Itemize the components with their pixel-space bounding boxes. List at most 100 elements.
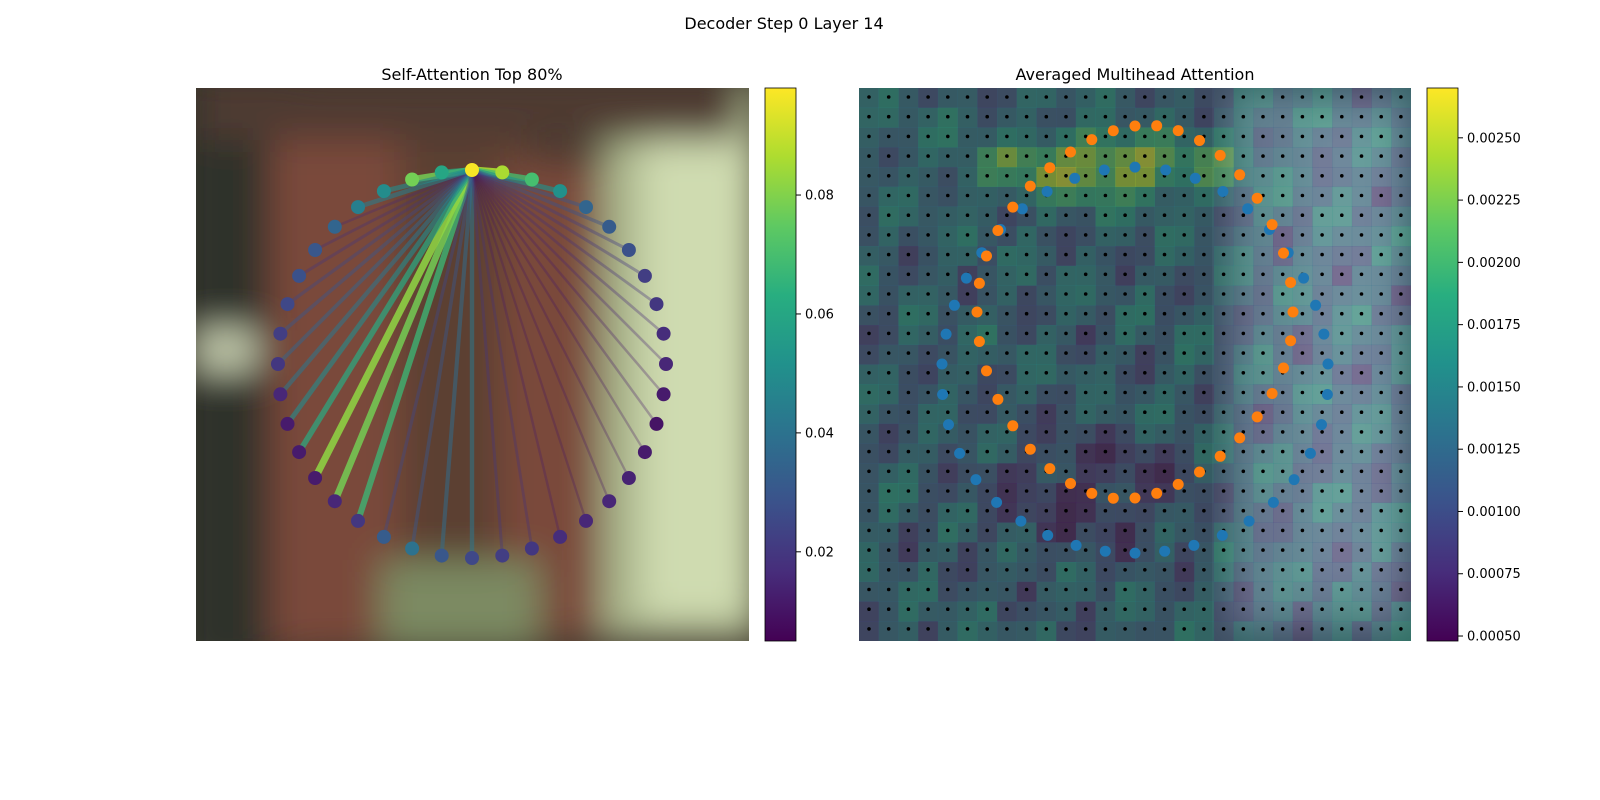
heatmap-cell (937, 463, 958, 484)
grid-dot (1182, 627, 1186, 631)
grid-dot (1320, 134, 1324, 139)
grid-dot (1005, 548, 1009, 552)
heatmap-cell (1154, 522, 1175, 543)
grid-dot (1221, 371, 1226, 375)
grid-dot (1379, 213, 1383, 217)
grid-dot (1162, 508, 1167, 513)
grid-dot (926, 449, 930, 454)
inner-contour-point (1086, 487, 1098, 499)
multihead-colorbar (1426, 87, 1459, 642)
heatmap-cell (1154, 502, 1175, 523)
contour-point (659, 357, 673, 371)
heatmap-cell (1332, 581, 1353, 602)
grid-dot (1123, 607, 1127, 611)
grid-dot (1300, 292, 1305, 296)
heatmap-cell (997, 502, 1018, 523)
inner-contour-point (1007, 420, 1019, 432)
outer-contour-point (1267, 496, 1279, 508)
heatmap-cell (1312, 463, 1333, 484)
grid-dot (1143, 174, 1147, 178)
grid-dot (1202, 449, 1206, 454)
grid-dot (946, 193, 950, 198)
grid-dot (926, 607, 930, 611)
grid-dot (1399, 410, 1403, 415)
heatmap-cell (937, 601, 958, 622)
grid-dot (1064, 351, 1068, 355)
grid-dot (1182, 508, 1186, 513)
grid-dot (1379, 292, 1383, 296)
inner-contour-point (1234, 432, 1246, 444)
grid-dot (985, 311, 989, 316)
grid-dot (1143, 449, 1147, 454)
contour-point (327, 219, 342, 234)
grid-dot (1064, 311, 1068, 316)
grid-dot (1202, 568, 1206, 572)
grid-dot (1123, 489, 1127, 493)
outer-contour-point (1129, 161, 1141, 173)
grid-dot (985, 134, 989, 139)
grid-dot (1202, 627, 1206, 631)
grid-dot (1399, 213, 1403, 217)
grid-dot (886, 430, 891, 434)
grid-dot (965, 311, 970, 316)
grid-dot (1261, 587, 1265, 592)
heatmap-cell (1312, 423, 1333, 444)
heatmap-cell (859, 423, 880, 444)
grid-dot (1024, 233, 1029, 237)
grid-dot (985, 528, 989, 533)
heatmap-cell (1174, 423, 1195, 444)
multihead-attention-title: Averaged Multihead Attention (1016, 65, 1255, 84)
grid-dot (1123, 233, 1127, 237)
grid-dot (1182, 292, 1186, 296)
grid-dot (1300, 371, 1305, 375)
grid-dot (1182, 193, 1186, 198)
grid-dot (1123, 174, 1127, 178)
outer-contour-point (954, 447, 966, 459)
grid-dot (1379, 489, 1383, 493)
grid-dot (1162, 193, 1167, 198)
grid-dot (1340, 174, 1344, 178)
grid-dot (906, 489, 911, 493)
grid-dot (1320, 489, 1324, 493)
grid-dot (1241, 528, 1246, 533)
heatmap-cell (1312, 542, 1333, 563)
grid-dot (1320, 272, 1324, 277)
heatmap-cell (957, 443, 978, 464)
contour-point (292, 268, 307, 283)
heatmap-cell (1194, 423, 1215, 444)
grid-dot (965, 174, 970, 178)
attention-line (471, 169, 667, 365)
inner-contour-point (1024, 443, 1036, 455)
grid-dot (1123, 430, 1127, 434)
heatmap-cell (1312, 562, 1333, 583)
heatmap-cell (977, 483, 998, 504)
grid-dot (965, 627, 970, 631)
grid-dot (1044, 627, 1049, 631)
contour-point (649, 297, 664, 312)
heatmap-cell (1056, 581, 1077, 602)
heatmap-cell (1036, 562, 1057, 583)
grid-dot (1241, 213, 1246, 217)
grid-dot (1182, 351, 1186, 355)
grid-dot (867, 331, 871, 336)
heatmap-cell (1056, 423, 1077, 444)
heatmap-cell (937, 502, 958, 523)
grid-dot (926, 134, 930, 139)
grid-dot (1123, 311, 1127, 316)
grid-dot (1261, 233, 1265, 237)
grid-dot (1399, 587, 1403, 592)
grid-dot (1024, 292, 1029, 296)
grid-dot (1064, 430, 1068, 434)
heatmap-cell (977, 522, 998, 543)
heatmap-cell (1056, 443, 1077, 464)
inner-contour-point (1107, 492, 1119, 504)
outer-contour-point (991, 496, 1003, 508)
grid-dot (867, 587, 871, 592)
outer-contour-point (1070, 539, 1082, 551)
grid-dot (946, 134, 950, 139)
grid-dot (1202, 154, 1206, 158)
grid-dot (886, 627, 891, 631)
grid-dot (1202, 410, 1206, 415)
grid-dot (1379, 311, 1383, 316)
heatmap-cell (1135, 404, 1156, 425)
